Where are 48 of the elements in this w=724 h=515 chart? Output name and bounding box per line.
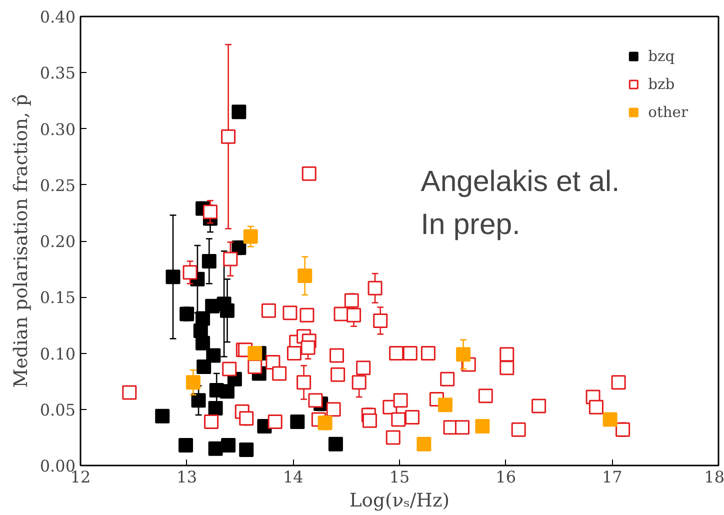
legend-label: bzq	[648, 48, 675, 64]
point	[475, 418, 490, 434]
point	[180, 306, 194, 322]
point	[328, 436, 343, 452]
point	[602, 412, 618, 427]
point	[290, 414, 305, 429]
y-tick-label: 0.15	[40, 288, 76, 308]
legend-label: other	[648, 104, 688, 120]
point	[186, 375, 200, 390]
point	[178, 438, 194, 453]
point	[155, 408, 170, 424]
x-axis-title: Log(νₛ/Hz)	[349, 490, 450, 512]
y-tick-label: 0.30	[40, 120, 76, 139]
y-tick-label: 0.05	[40, 400, 76, 420]
point	[248, 346, 262, 360]
legend-label: bzb	[648, 76, 675, 92]
point	[206, 348, 221, 363]
y-tick-label: 0.20	[40, 232, 76, 251]
point	[239, 442, 254, 458]
point	[166, 270, 180, 284]
point	[221, 438, 236, 453]
y-tick-label: 0.25	[40, 176, 76, 195]
point	[220, 384, 234, 399]
annotation: Angelakis et al. In prep.	[420, 165, 620, 241]
x-tick-label: 14	[282, 468, 304, 486]
point	[232, 104, 246, 120]
y-axis-title: Median polarisation fraction, p̂	[10, 94, 32, 388]
point	[208, 441, 223, 456]
point	[220, 303, 234, 318]
point	[243, 229, 258, 244]
point	[196, 359, 212, 374]
y-tick-label: 0.35	[40, 64, 76, 83]
x-tick-label: 18	[704, 468, 724, 486]
x-tick-label: 16	[496, 468, 516, 486]
point	[318, 416, 332, 430]
point	[202, 254, 216, 268]
point	[298, 268, 312, 284]
point	[438, 398, 452, 412]
y-tick-label: 0.40	[40, 8, 76, 26]
y-tick-label: 0.10	[40, 344, 76, 364]
x-tick-label: 15	[389, 468, 410, 486]
point	[191, 393, 206, 408]
point	[208, 401, 223, 416]
point	[416, 436, 432, 452]
x-tick-label: 13	[176, 468, 198, 486]
point	[196, 336, 210, 350]
point	[456, 347, 471, 362]
x-tick-label: 17	[602, 468, 622, 486]
